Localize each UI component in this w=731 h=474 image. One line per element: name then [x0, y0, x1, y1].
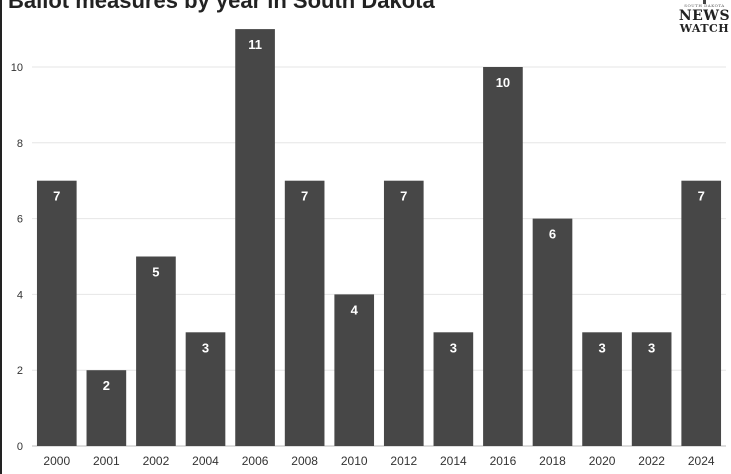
x-tick-label-2008: 2008 — [291, 454, 318, 468]
news-watch-logo: SOUTH DAKOTA NEWS WATCH — [678, 0, 731, 40]
data-label-2016: 10 — [496, 75, 510, 90]
x-tick-label-2024: 2024 — [688, 454, 715, 468]
bars: 7 2 5 3 11 7 4 7 3 10 6 3 3 7 — [36, 29, 722, 446]
y-tick-label: 4 — [17, 289, 23, 301]
x-tick-label-2006: 2006 — [242, 454, 269, 468]
bar-2000 — [36, 180, 77, 446]
bar-2016 — [483, 67, 523, 446]
logo-small-text: SOUTH DAKOTA — [684, 3, 725, 8]
x-tick-label-2010: 2010 — [341, 454, 368, 468]
x-tick-label-2004: 2004 — [192, 454, 219, 468]
data-label-2022: 3 — [648, 340, 655, 355]
x-tick-label-2022: 2022 — [638, 454, 665, 468]
bar-2006 — [235, 29, 275, 446]
logo-watch-text: WATCH — [679, 22, 730, 35]
bar-2022 — [631, 332, 672, 446]
x-tick-label-2018: 2018 — [539, 454, 566, 468]
data-label-2020: 3 — [598, 340, 605, 355]
data-label-2010: 4 — [351, 302, 359, 317]
bar-2018 — [532, 218, 573, 446]
bar-2012 — [383, 180, 424, 446]
y-tick-label: 10 — [11, 62, 23, 74]
y-tick-label: 2 — [17, 365, 23, 377]
x-tick-label-2012: 2012 — [390, 454, 417, 468]
bar-2002 — [136, 256, 176, 446]
x-tick-label-2020: 2020 — [589, 454, 616, 468]
logo-news-text: NEWS — [678, 8, 731, 24]
data-label-2004: 3 — [202, 340, 209, 355]
x-tick-label-2001: 2001 — [93, 454, 120, 468]
bar-2020 — [582, 332, 622, 446]
x-tick-label-2000: 2000 — [43, 454, 70, 468]
data-label-2014: 3 — [450, 340, 457, 355]
x-tick-label-2002: 2002 — [143, 454, 170, 468]
bar-2004 — [185, 332, 226, 446]
bar-2024 — [681, 180, 722, 446]
data-label-2012: 7 — [400, 189, 407, 204]
y-tick-label: 0 — [17, 441, 23, 453]
data-label-2006: 11 — [248, 37, 262, 52]
chart-title: Ballot measures by year in South Dakota — [8, 0, 435, 13]
logo-pillar-icon — [703, 0, 706, 4]
y-axis: 0 2 4 6 8 10 — [11, 62, 23, 453]
data-label-2024: 7 — [698, 189, 705, 204]
data-label-2001: 2 — [103, 378, 110, 393]
data-label-2002: 5 — [152, 265, 159, 280]
bar-2001 — [86, 370, 127, 446]
bar-2014 — [433, 332, 474, 446]
bar-2010 — [334, 294, 375, 446]
y-tick-label: 8 — [17, 138, 23, 150]
bar-2008 — [284, 180, 325, 446]
x-tick-label-2016: 2016 — [490, 454, 517, 468]
y-tick-label: 6 — [17, 214, 23, 226]
x-axis: 2000 2001 2002 2004 2006 2008 2010 2012 2014 2016… — [43, 454, 714, 468]
data-label-2018: 6 — [549, 227, 556, 242]
data-label-2000: 7 — [53, 189, 60, 204]
data-label-2008: 7 — [301, 189, 308, 204]
x-tick-label-2014: 2014 — [440, 454, 467, 468]
